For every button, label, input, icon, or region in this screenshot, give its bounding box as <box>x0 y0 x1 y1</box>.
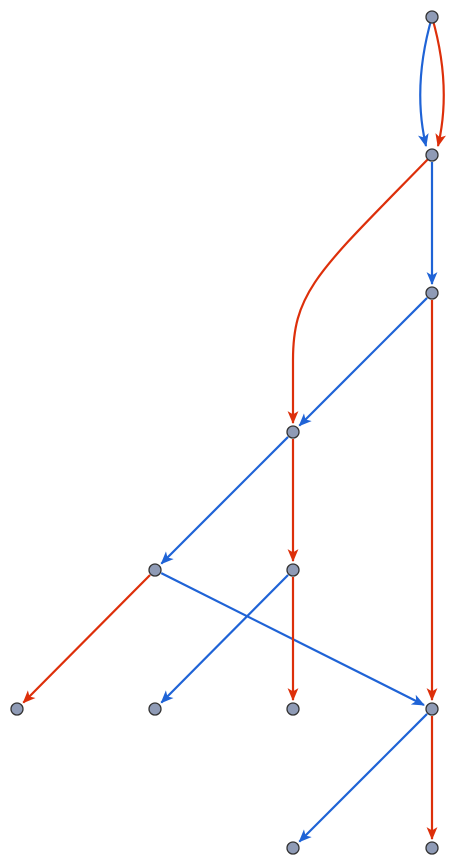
nodes <box>10 10 439 855</box>
edge <box>287 154 433 425</box>
edge <box>160 436 289 565</box>
edge <box>298 713 428 843</box>
node <box>286 702 300 716</box>
edges <box>22 16 446 843</box>
node <box>425 148 439 162</box>
node <box>148 563 162 577</box>
node <box>425 286 439 300</box>
node <box>286 425 300 439</box>
node <box>425 702 439 716</box>
node <box>286 841 300 855</box>
edge <box>22 574 151 704</box>
node <box>425 10 439 24</box>
node <box>148 702 162 716</box>
edge <box>160 574 289 704</box>
edge <box>418 16 434 148</box>
node <box>286 563 300 577</box>
edge <box>430 16 446 148</box>
node <box>10 702 24 716</box>
edge <box>298 297 428 427</box>
node <box>425 841 439 855</box>
